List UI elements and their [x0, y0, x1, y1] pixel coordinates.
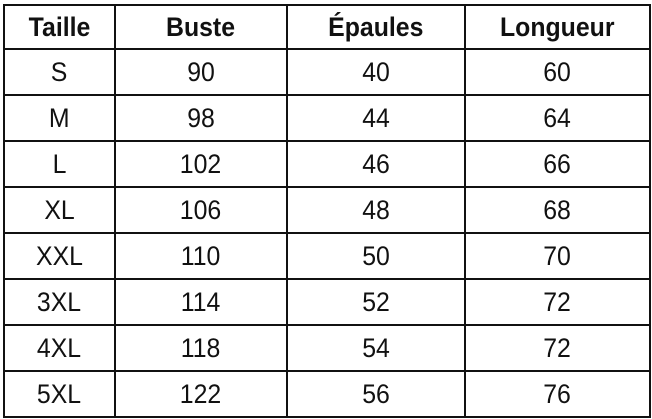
cell-value: 4XL: [37, 332, 82, 363]
table-row: 4XL 118 54 72: [3, 324, 651, 372]
cell-value: S: [51, 56, 68, 87]
cell-value: 56: [362, 378, 390, 409]
cell-length: 60: [464, 48, 651, 96]
cell-bust: 114: [114, 278, 288, 326]
cell-value: 72: [543, 332, 572, 363]
cell-length: 72: [464, 278, 651, 326]
table-row: M 98 44 64: [3, 94, 651, 142]
cell-value: 44: [362, 102, 390, 133]
cell-value: 98: [187, 102, 215, 133]
column-header-label: Longueur: [500, 11, 615, 42]
cell-value: 3XL: [37, 286, 82, 317]
column-header-label: Buste: [166, 11, 236, 42]
cell-value: 50: [362, 240, 390, 271]
table-row: XL 106 48 68: [3, 186, 651, 234]
cell-value: 90: [187, 56, 215, 87]
cell-shoulders: 52: [286, 278, 466, 326]
table-row: S 90 40 60: [3, 48, 651, 96]
cell-size: 4XL: [3, 324, 116, 372]
column-header-length: Longueur: [464, 4, 651, 50]
cell-value: 5XL: [37, 378, 82, 409]
cell-value: 64: [543, 102, 572, 133]
cell-value: M: [49, 102, 70, 133]
cell-value: L: [52, 148, 67, 179]
cell-value: XL: [44, 194, 75, 225]
cell-size: XXL: [3, 232, 116, 280]
cell-bust: 102: [114, 140, 288, 188]
cell-value: 114: [181, 286, 221, 317]
cell-size: 3XL: [3, 278, 116, 326]
cell-shoulders: 50: [286, 232, 466, 280]
table-row: XXL 110 50 70: [3, 232, 651, 280]
column-header-shoulders: Épaules: [286, 4, 466, 50]
cell-value: 66: [543, 148, 572, 179]
cell-value: XXL: [36, 240, 83, 271]
cell-value: 68: [543, 194, 572, 225]
cell-value: 110: [181, 240, 221, 271]
column-header-size: Taille: [3, 4, 116, 50]
cell-bust: 110: [114, 232, 288, 280]
cell-shoulders: 44: [286, 94, 466, 142]
cell-value: 72: [543, 286, 572, 317]
cell-value: 48: [362, 194, 390, 225]
cell-size: M: [3, 94, 116, 142]
cell-value: 122: [180, 378, 222, 409]
cell-value: 40: [362, 56, 390, 87]
cell-value: 60: [543, 56, 572, 87]
cell-shoulders: 54: [286, 324, 466, 372]
cell-value: 106: [180, 194, 222, 225]
cell-shoulders: 56: [286, 370, 466, 418]
size-chart-table: Taille Buste Épaules Longueur S 90 40 60 M 98 44 6…: [3, 4, 651, 418]
cell-length: 76: [464, 370, 651, 418]
cell-value: 118: [181, 332, 221, 363]
column-header-bust: Buste: [114, 4, 288, 50]
cell-bust: 118: [114, 324, 288, 372]
cell-bust: 98: [114, 94, 288, 142]
cell-length: 66: [464, 140, 651, 188]
cell-shoulders: 46: [286, 140, 466, 188]
table-body: S 90 40 60 M 98 44 64 L 102 46 66 XL 106 48 68 XXL 110 50 7…: [3, 48, 651, 418]
cell-value: 54: [362, 332, 390, 363]
table-row: L 102 46 66: [3, 140, 651, 188]
cell-size: S: [3, 48, 116, 96]
table-row: 5XL 122 56 76: [3, 370, 651, 418]
cell-length: 64: [464, 94, 651, 142]
cell-value: 46: [362, 148, 390, 179]
cell-value: 102: [180, 148, 222, 179]
cell-value: 52: [362, 286, 390, 317]
cell-size: XL: [3, 186, 116, 234]
cell-shoulders: 48: [286, 186, 466, 234]
cell-length: 70: [464, 232, 651, 280]
column-header-label: Épaules: [328, 11, 424, 42]
cell-size: L: [3, 140, 116, 188]
cell-shoulders: 40: [286, 48, 466, 96]
table-row: 3XL 114 52 72: [3, 278, 651, 326]
column-header-label: Taille: [28, 11, 91, 42]
header-row: Taille Buste Épaules Longueur: [3, 4, 651, 50]
table-header: Taille Buste Épaules Longueur: [3, 4, 651, 50]
cell-bust: 90: [114, 48, 288, 96]
cell-size: 5XL: [3, 370, 116, 418]
cell-value: 70: [543, 240, 572, 271]
cell-length: 72: [464, 324, 651, 372]
cell-value: 76: [543, 378, 572, 409]
cell-length: 68: [464, 186, 651, 234]
cell-bust: 122: [114, 370, 288, 418]
cell-bust: 106: [114, 186, 288, 234]
